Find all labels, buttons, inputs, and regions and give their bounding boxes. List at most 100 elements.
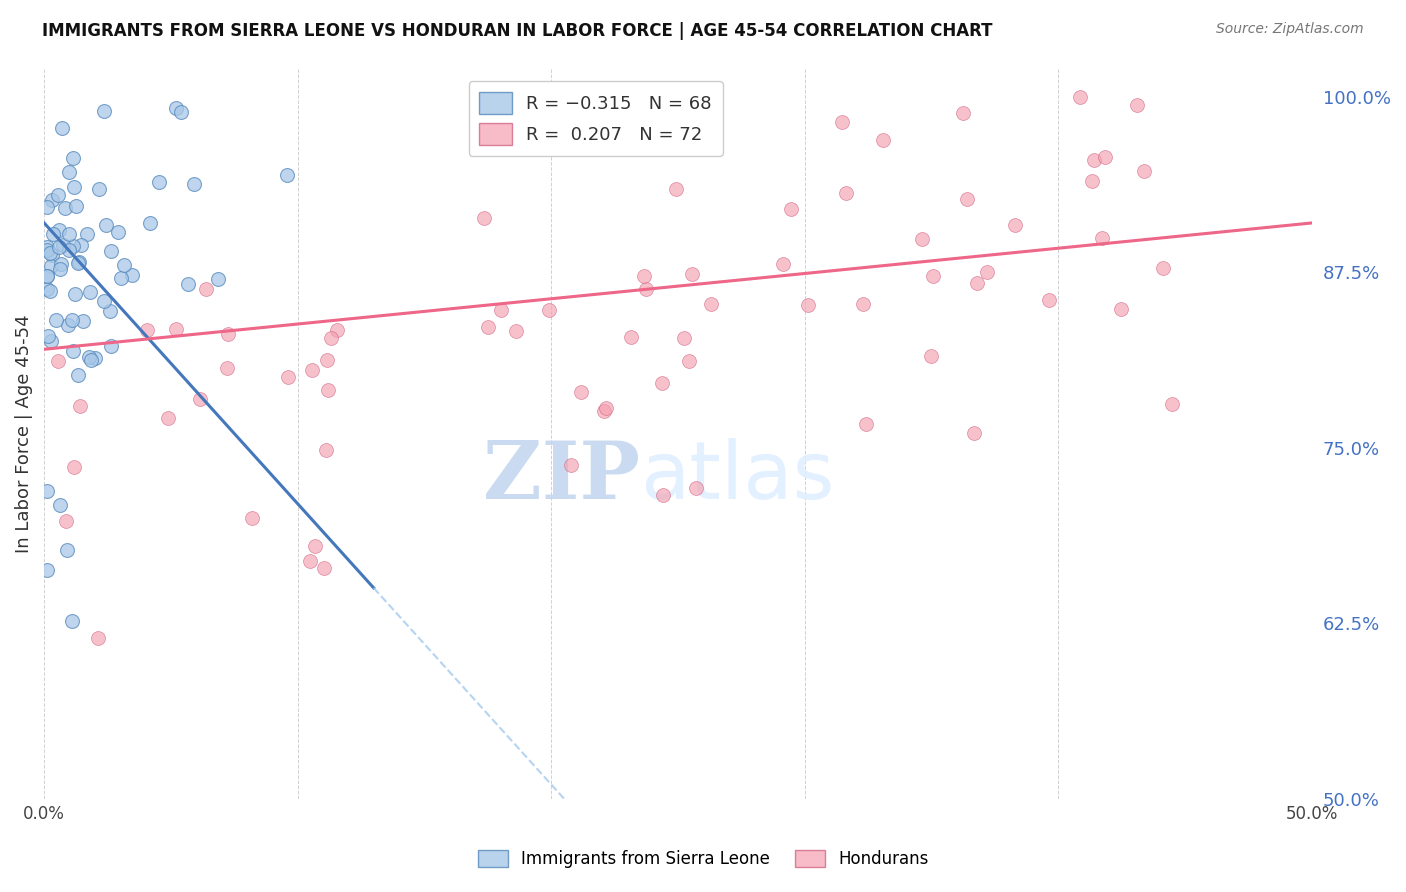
Y-axis label: In Labor Force | Age 45-54: In Labor Force | Age 45-54	[15, 314, 32, 553]
Point	[55, 515, 77, 529]
Text: ZIP: ZIP	[484, 438, 640, 516]
Point	[110, 270, 132, 285]
Point	[49, 261, 72, 276]
Point	[319, 331, 342, 345]
Point	[1069, 89, 1091, 103]
Point	[1125, 98, 1147, 112]
Point	[976, 265, 998, 279]
Point	[595, 401, 617, 416]
Point	[920, 349, 942, 363]
Point	[834, 186, 856, 201]
Point	[672, 331, 695, 345]
Point	[60, 313, 83, 327]
Point	[195, 282, 218, 296]
Point	[67, 255, 90, 269]
Point	[276, 370, 298, 384]
Point	[35, 243, 58, 257]
Point	[35, 240, 58, 254]
Point	[298, 554, 321, 568]
Point	[855, 417, 877, 431]
Point	[65, 199, 87, 213]
Point	[58, 244, 80, 258]
Point	[100, 244, 122, 259]
Point	[136, 323, 159, 337]
Point	[156, 411, 179, 425]
Point	[952, 106, 974, 120]
Point	[911, 232, 934, 246]
Point	[35, 563, 58, 577]
Point	[46, 187, 69, 202]
Point	[633, 269, 655, 284]
Point	[93, 104, 115, 119]
Point	[35, 269, 58, 284]
Point	[165, 322, 187, 336]
Point	[100, 339, 122, 353]
Point	[183, 178, 205, 192]
Point	[326, 323, 349, 337]
Point	[1038, 293, 1060, 307]
Point	[505, 324, 527, 338]
Point	[63, 286, 86, 301]
Point	[315, 443, 337, 458]
Point	[652, 488, 675, 502]
Point	[48, 498, 70, 512]
Point	[537, 303, 560, 318]
Point	[51, 121, 73, 136]
Point	[956, 192, 979, 206]
Point	[593, 404, 616, 418]
Point	[797, 298, 820, 312]
Point	[69, 237, 91, 252]
Point	[62, 151, 84, 165]
Point	[56, 318, 79, 332]
Legend: R = −0.315   N = 68, R =  0.207   N = 72: R = −0.315 N = 68, R = 0.207 N = 72	[468, 81, 723, 156]
Point	[48, 239, 70, 253]
Point	[56, 543, 79, 558]
Point	[63, 460, 86, 475]
Point	[217, 361, 239, 376]
Point	[852, 297, 875, 311]
Point	[966, 276, 988, 290]
Point	[38, 284, 60, 298]
Point	[699, 297, 721, 311]
Point	[66, 256, 89, 270]
Point	[207, 272, 229, 286]
Point	[1083, 153, 1105, 167]
Point	[634, 282, 657, 296]
Point	[121, 268, 143, 282]
Point	[138, 216, 160, 230]
Point	[922, 269, 945, 284]
Point	[58, 165, 80, 179]
Point	[98, 304, 121, 318]
Point	[37, 329, 59, 343]
Point	[48, 223, 70, 237]
Point	[55, 201, 77, 215]
Point	[84, 351, 107, 365]
Point	[63, 180, 86, 194]
Point	[176, 277, 198, 292]
Point	[704, 128, 727, 143]
Point	[780, 202, 803, 216]
Point	[872, 133, 894, 147]
Point	[1091, 231, 1114, 245]
Point	[170, 105, 193, 120]
Point	[665, 182, 688, 196]
Point	[188, 392, 211, 406]
Point	[312, 561, 335, 575]
Point	[87, 632, 110, 646]
Point	[651, 376, 673, 391]
Point	[685, 481, 707, 495]
Point	[1109, 302, 1132, 317]
Point	[77, 350, 100, 364]
Text: IMMIGRANTS FROM SIERRA LEONE VS HONDURAN IN LABOR FORCE | AGE 45-54 CORRELATION : IMMIGRANTS FROM SIERRA LEONE VS HONDURAN…	[42, 22, 993, 40]
Point	[60, 614, 83, 628]
Point	[41, 193, 63, 207]
Point	[69, 399, 91, 413]
Point	[89, 181, 111, 195]
Point	[301, 363, 323, 377]
Point	[35, 200, 58, 214]
Point	[44, 313, 66, 327]
Point	[35, 484, 58, 499]
Point	[217, 326, 239, 341]
Point	[76, 227, 98, 242]
Point	[49, 257, 72, 271]
